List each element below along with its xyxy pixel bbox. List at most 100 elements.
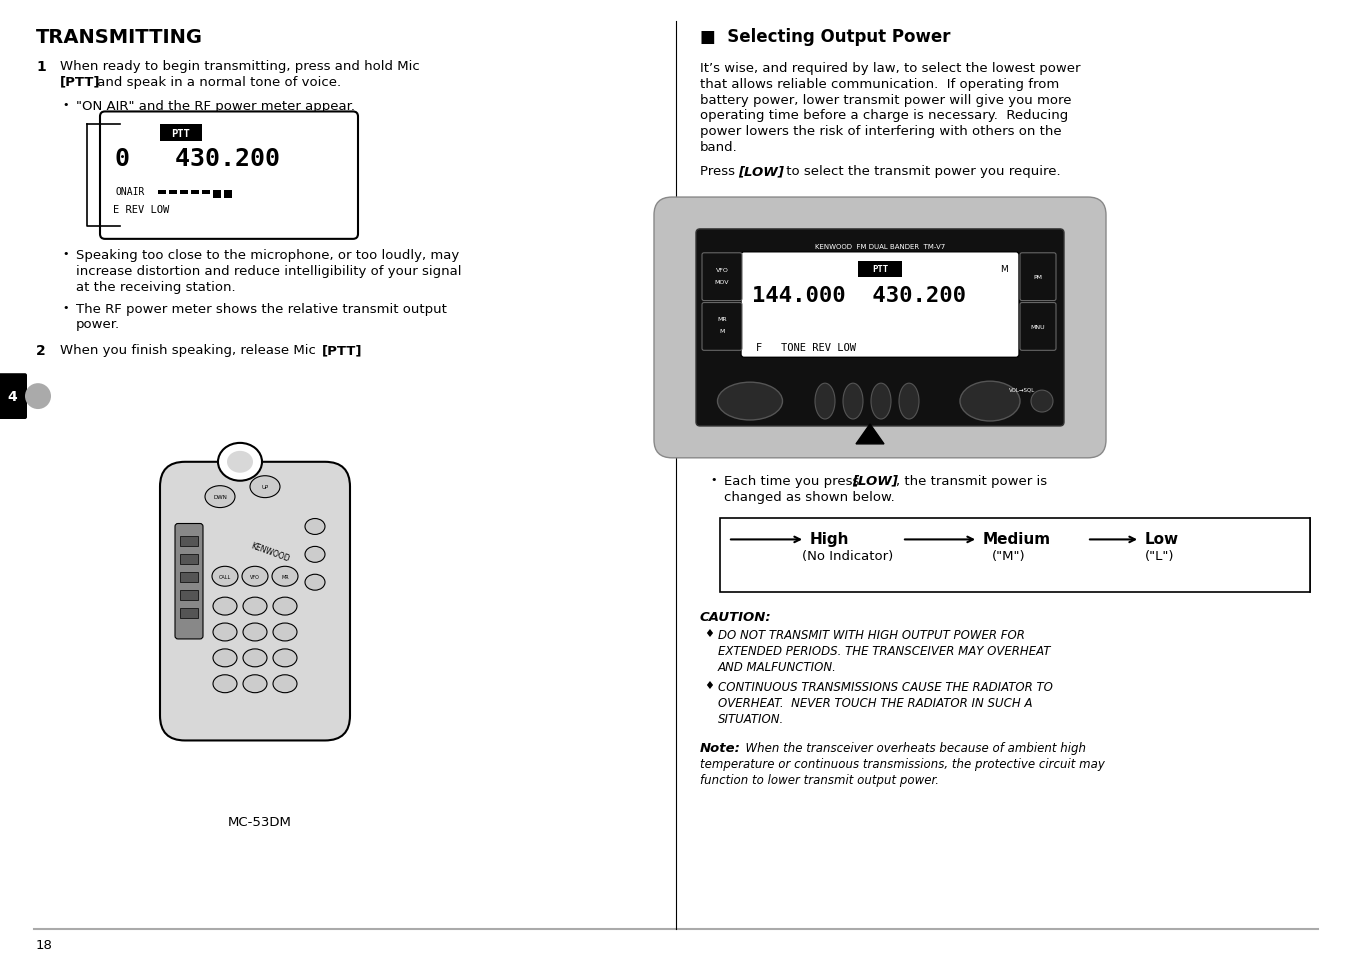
FancyBboxPatch shape: [1019, 303, 1056, 351]
FancyBboxPatch shape: [696, 230, 1064, 427]
Text: When the transceiver overheats because of ambient high: When the transceiver overheats because o…: [738, 741, 1086, 755]
Text: power.: power.: [76, 318, 120, 331]
Bar: [180, 573, 197, 582]
Ellipse shape: [306, 575, 324, 591]
Text: EXTENDED PERIODS. THE TRANSCEIVER MAY OVERHEAT: EXTENDED PERIODS. THE TRANSCEIVER MAY OV…: [718, 644, 1051, 658]
Text: DO NOT TRANSMIT WITH HIGH OUTPUT POWER FOR: DO NOT TRANSMIT WITH HIGH OUTPUT POWER F…: [718, 628, 1025, 641]
Text: band.: band.: [700, 141, 738, 154]
FancyBboxPatch shape: [100, 112, 358, 239]
FancyBboxPatch shape: [702, 303, 742, 351]
Text: ♦: ♦: [704, 680, 714, 690]
Text: PTT: PTT: [872, 265, 888, 274]
Text: •: •: [62, 249, 69, 258]
Bar: [859, 261, 902, 277]
Text: OVERHEAT.  NEVER TOUCH THE RADIATOR IN SUCH A: OVERHEAT. NEVER TOUCH THE RADIATOR IN SU…: [718, 696, 1033, 709]
Text: to select the transmit power you require.: to select the transmit power you require…: [781, 165, 1060, 178]
Bar: [160, 125, 201, 142]
Text: at the receiving station.: at the receiving station.: [76, 280, 235, 294]
FancyBboxPatch shape: [654, 198, 1106, 458]
Ellipse shape: [272, 567, 297, 587]
Text: F   TONE REV LOW: F TONE REV LOW: [756, 343, 856, 353]
Ellipse shape: [243, 623, 266, 641]
Text: [LOW]: [LOW]: [738, 165, 784, 178]
FancyBboxPatch shape: [174, 524, 203, 639]
Ellipse shape: [250, 476, 280, 498]
Text: VOL→SQL: VOL→SQL: [1009, 387, 1036, 392]
Text: (No Indicator): (No Indicator): [802, 550, 894, 563]
FancyBboxPatch shape: [741, 253, 1019, 358]
Text: MR: MR: [281, 574, 289, 579]
Text: , the transmit power is: , the transmit power is: [896, 475, 1048, 487]
Ellipse shape: [214, 623, 237, 641]
Bar: [224, 191, 233, 199]
Text: ONAIR: ONAIR: [115, 187, 145, 197]
Ellipse shape: [899, 384, 919, 419]
Text: that allows reliable communication.  If operating from: that allows reliable communication. If o…: [700, 77, 1059, 91]
Text: AND MALFUNCTION.: AND MALFUNCTION.: [718, 660, 837, 673]
Text: power lowers the risk of interfering with others on the: power lowers the risk of interfering wit…: [700, 125, 1061, 138]
Text: When you finish speaking, release Mic: When you finish speaking, release Mic: [59, 344, 320, 357]
Bar: [180, 191, 188, 194]
Text: The RF power meter shows the relative transmit output: The RF power meter shows the relative tr…: [76, 302, 448, 315]
Text: SITUATION.: SITUATION.: [718, 712, 784, 725]
Text: 18: 18: [37, 938, 53, 950]
Text: and speak in a normal tone of voice.: and speak in a normal tone of voice.: [93, 75, 341, 89]
Text: 0   430.200: 0 430.200: [115, 147, 280, 172]
Text: changed as shown below.: changed as shown below.: [725, 490, 895, 503]
Text: ("L"): ("L"): [1145, 550, 1175, 563]
Ellipse shape: [227, 452, 253, 474]
Text: VFO: VFO: [715, 268, 729, 273]
Text: increase distortion and reduce intelligibility of your signal: increase distortion and reduce intelligi…: [76, 265, 461, 277]
FancyBboxPatch shape: [702, 253, 742, 301]
Bar: [201, 191, 210, 194]
Text: MR: MR: [717, 317, 727, 322]
Bar: [214, 191, 220, 199]
Bar: [180, 537, 197, 547]
Ellipse shape: [273, 675, 297, 693]
Text: PM: PM: [1033, 274, 1042, 280]
Text: E REV LOW: E REV LOW: [114, 205, 169, 214]
Text: CONTINUOUS TRANSMISSIONS CAUSE THE RADIATOR TO: CONTINUOUS TRANSMISSIONS CAUSE THE RADIA…: [718, 680, 1053, 693]
Text: ♦: ♦: [704, 628, 714, 639]
Ellipse shape: [243, 598, 266, 616]
Text: Low: Low: [1145, 532, 1179, 547]
Ellipse shape: [214, 598, 237, 616]
Text: Note:: Note:: [700, 741, 741, 755]
Text: High: High: [810, 532, 849, 547]
Ellipse shape: [273, 598, 297, 616]
Text: ■  Selecting Output Power: ■ Selecting Output Power: [700, 28, 950, 46]
Text: Medium: Medium: [983, 532, 1051, 547]
FancyBboxPatch shape: [1019, 253, 1056, 301]
Text: When ready to begin transmitting, press and hold Mic: When ready to begin transmitting, press …: [59, 60, 419, 72]
Bar: [180, 608, 197, 618]
FancyBboxPatch shape: [0, 374, 27, 419]
Bar: [169, 191, 177, 194]
Ellipse shape: [273, 649, 297, 667]
Ellipse shape: [24, 384, 51, 410]
Ellipse shape: [844, 384, 863, 419]
Text: 4: 4: [7, 390, 16, 404]
Text: ("M"): ("M"): [992, 550, 1026, 563]
Text: "ON AIR" and the RF power meter appear.: "ON AIR" and the RF power meter appear.: [76, 99, 356, 112]
Text: CALL: CALL: [219, 574, 231, 579]
Text: MC-53DM: MC-53DM: [228, 815, 292, 828]
Text: UP: UP: [261, 485, 269, 490]
Ellipse shape: [871, 384, 891, 419]
Ellipse shape: [243, 675, 266, 693]
Text: KENWOOD  FM DUAL BANDER  TM-V7: KENWOOD FM DUAL BANDER TM-V7: [815, 244, 945, 250]
Ellipse shape: [718, 383, 783, 420]
Text: M: M: [719, 329, 725, 335]
Text: M: M: [1000, 265, 1007, 274]
Ellipse shape: [214, 675, 237, 693]
Text: VFO: VFO: [250, 574, 260, 579]
Text: PTT: PTT: [172, 130, 191, 139]
Bar: [180, 555, 197, 565]
Bar: [158, 191, 166, 194]
Ellipse shape: [815, 384, 836, 419]
Ellipse shape: [1032, 391, 1053, 413]
Text: CAUTION:: CAUTION:: [700, 611, 772, 623]
Text: •: •: [62, 99, 69, 110]
Text: •: •: [62, 302, 69, 313]
Text: [PTT]: [PTT]: [59, 75, 100, 89]
Text: 1: 1: [37, 60, 46, 73]
